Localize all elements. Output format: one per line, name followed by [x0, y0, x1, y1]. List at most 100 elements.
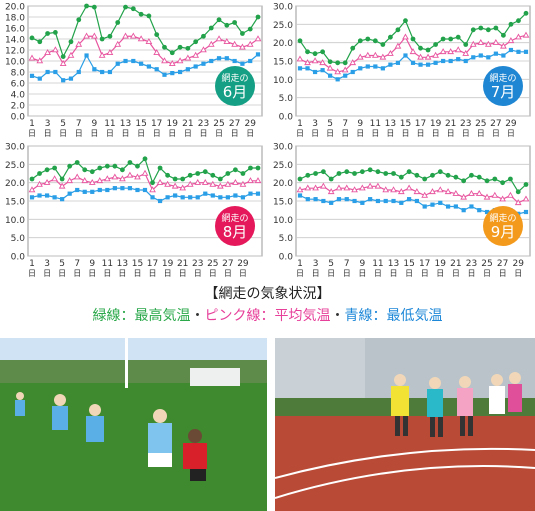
- legend-item: ピンク線：平均気温: [204, 308, 331, 324]
- x-tick-label: 1: [29, 119, 35, 129]
- point-avg: [364, 51, 372, 58]
- x-tick-unit: 日: [507, 129, 515, 138]
- point-min: [112, 186, 117, 191]
- point-max: [357, 38, 363, 44]
- point-min: [255, 52, 261, 57]
- point-avg: [312, 184, 319, 191]
- point-min: [344, 197, 349, 202]
- point-avg: [246, 40, 254, 47]
- point-min: [425, 62, 431, 67]
- point-max: [430, 172, 435, 178]
- x-tick-unit: 日: [215, 129, 223, 138]
- point-avg: [515, 33, 522, 40]
- x-tick-label: 21: [450, 259, 461, 269]
- y-tick-label: 0.0: [11, 113, 26, 123]
- point-avg: [231, 40, 238, 47]
- point-min: [170, 71, 175, 76]
- x-tick-label: 25: [213, 119, 224, 129]
- point-avg: [424, 53, 432, 60]
- month-badge: [483, 206, 523, 246]
- x-tick-label: 29: [237, 259, 249, 269]
- point-max: [233, 167, 238, 173]
- point-avg: [103, 175, 111, 182]
- y-tick-label: 0.0: [279, 113, 294, 123]
- point-avg: [36, 57, 44, 64]
- point-max: [433, 42, 438, 47]
- x-tick-label: 17: [147, 259, 158, 269]
- x-tick-unit: 日: [421, 269, 429, 278]
- point-max: [84, 3, 89, 9]
- point-min: [335, 77, 340, 82]
- point-min: [461, 208, 466, 213]
- point-max: [37, 171, 42, 176]
- point-max: [248, 165, 253, 171]
- x-tick-label: 9: [359, 259, 365, 269]
- x-tick-unit: 日: [452, 269, 460, 278]
- point-min: [336, 197, 342, 202]
- x-tick-label: 21: [182, 119, 193, 129]
- x-tick-unit: 日: [153, 129, 161, 138]
- point-max: [305, 172, 311, 178]
- point-max: [501, 32, 506, 38]
- point-avg: [413, 188, 421, 195]
- point-min: [188, 195, 193, 200]
- y-tick-label: 14.0: [5, 36, 25, 46]
- point-max: [67, 163, 73, 169]
- point-avg: [194, 178, 202, 185]
- point-min: [210, 193, 215, 198]
- point-avg: [171, 182, 179, 189]
- point-min: [523, 209, 529, 215]
- x-tick-unit: 日: [462, 129, 470, 138]
- x-tick-unit: 日: [436, 269, 444, 278]
- point-avg: [36, 180, 43, 187]
- point-min: [493, 51, 498, 56]
- x-tick-label: 19: [162, 259, 174, 269]
- point-avg: [201, 178, 209, 185]
- x-tick-label: 11: [372, 259, 383, 269]
- point-min: [453, 204, 458, 209]
- x-tick-unit: 日: [75, 129, 83, 138]
- x-tick-unit: 日: [90, 129, 98, 138]
- point-max: [320, 169, 326, 175]
- point-avg: [88, 178, 96, 185]
- point-max: [327, 59, 333, 65]
- point-avg: [168, 60, 176, 67]
- point-max: [365, 36, 371, 42]
- point-max: [455, 34, 461, 40]
- point-avg: [492, 38, 500, 45]
- point-max: [312, 51, 318, 57]
- point-max: [150, 180, 155, 186]
- point-avg: [499, 195, 506, 202]
- y-tick-label: 20.0: [5, 179, 25, 189]
- point-max: [154, 32, 160, 37]
- point-max: [344, 169, 350, 175]
- x-tick-unit: 日: [194, 269, 202, 278]
- point-max: [461, 178, 467, 184]
- legend-item: 緑線：最高気温: [92, 308, 191, 324]
- point-min: [312, 69, 318, 75]
- x-tick-unit: 日: [296, 129, 304, 138]
- point-avg: [366, 182, 374, 189]
- point-min: [448, 58, 453, 64]
- point-min: [297, 66, 303, 71]
- point-min: [193, 64, 198, 69]
- point-avg: [394, 42, 402, 49]
- point-min: [305, 197, 310, 202]
- point-min: [53, 69, 58, 75]
- point-min: [107, 69, 113, 75]
- point-avg: [379, 53, 387, 60]
- month-badge-line1: 網走の: [221, 72, 248, 84]
- point-max: [146, 13, 152, 19]
- point-avg: [59, 60, 67, 67]
- x-tick-label: 23: [198, 119, 209, 129]
- point-max: [398, 174, 404, 180]
- x-tick-label: 7: [74, 259, 80, 269]
- x-tick-unit: 日: [184, 129, 192, 138]
- y-tick-label: 5.0: [279, 234, 294, 244]
- point-max: [523, 10, 529, 16]
- point-max: [52, 30, 58, 35]
- point-avg: [319, 59, 326, 66]
- y-tick-label: 2.0: [11, 102, 26, 112]
- x-tick-label: 5: [59, 259, 65, 269]
- point-min: [358, 66, 363, 71]
